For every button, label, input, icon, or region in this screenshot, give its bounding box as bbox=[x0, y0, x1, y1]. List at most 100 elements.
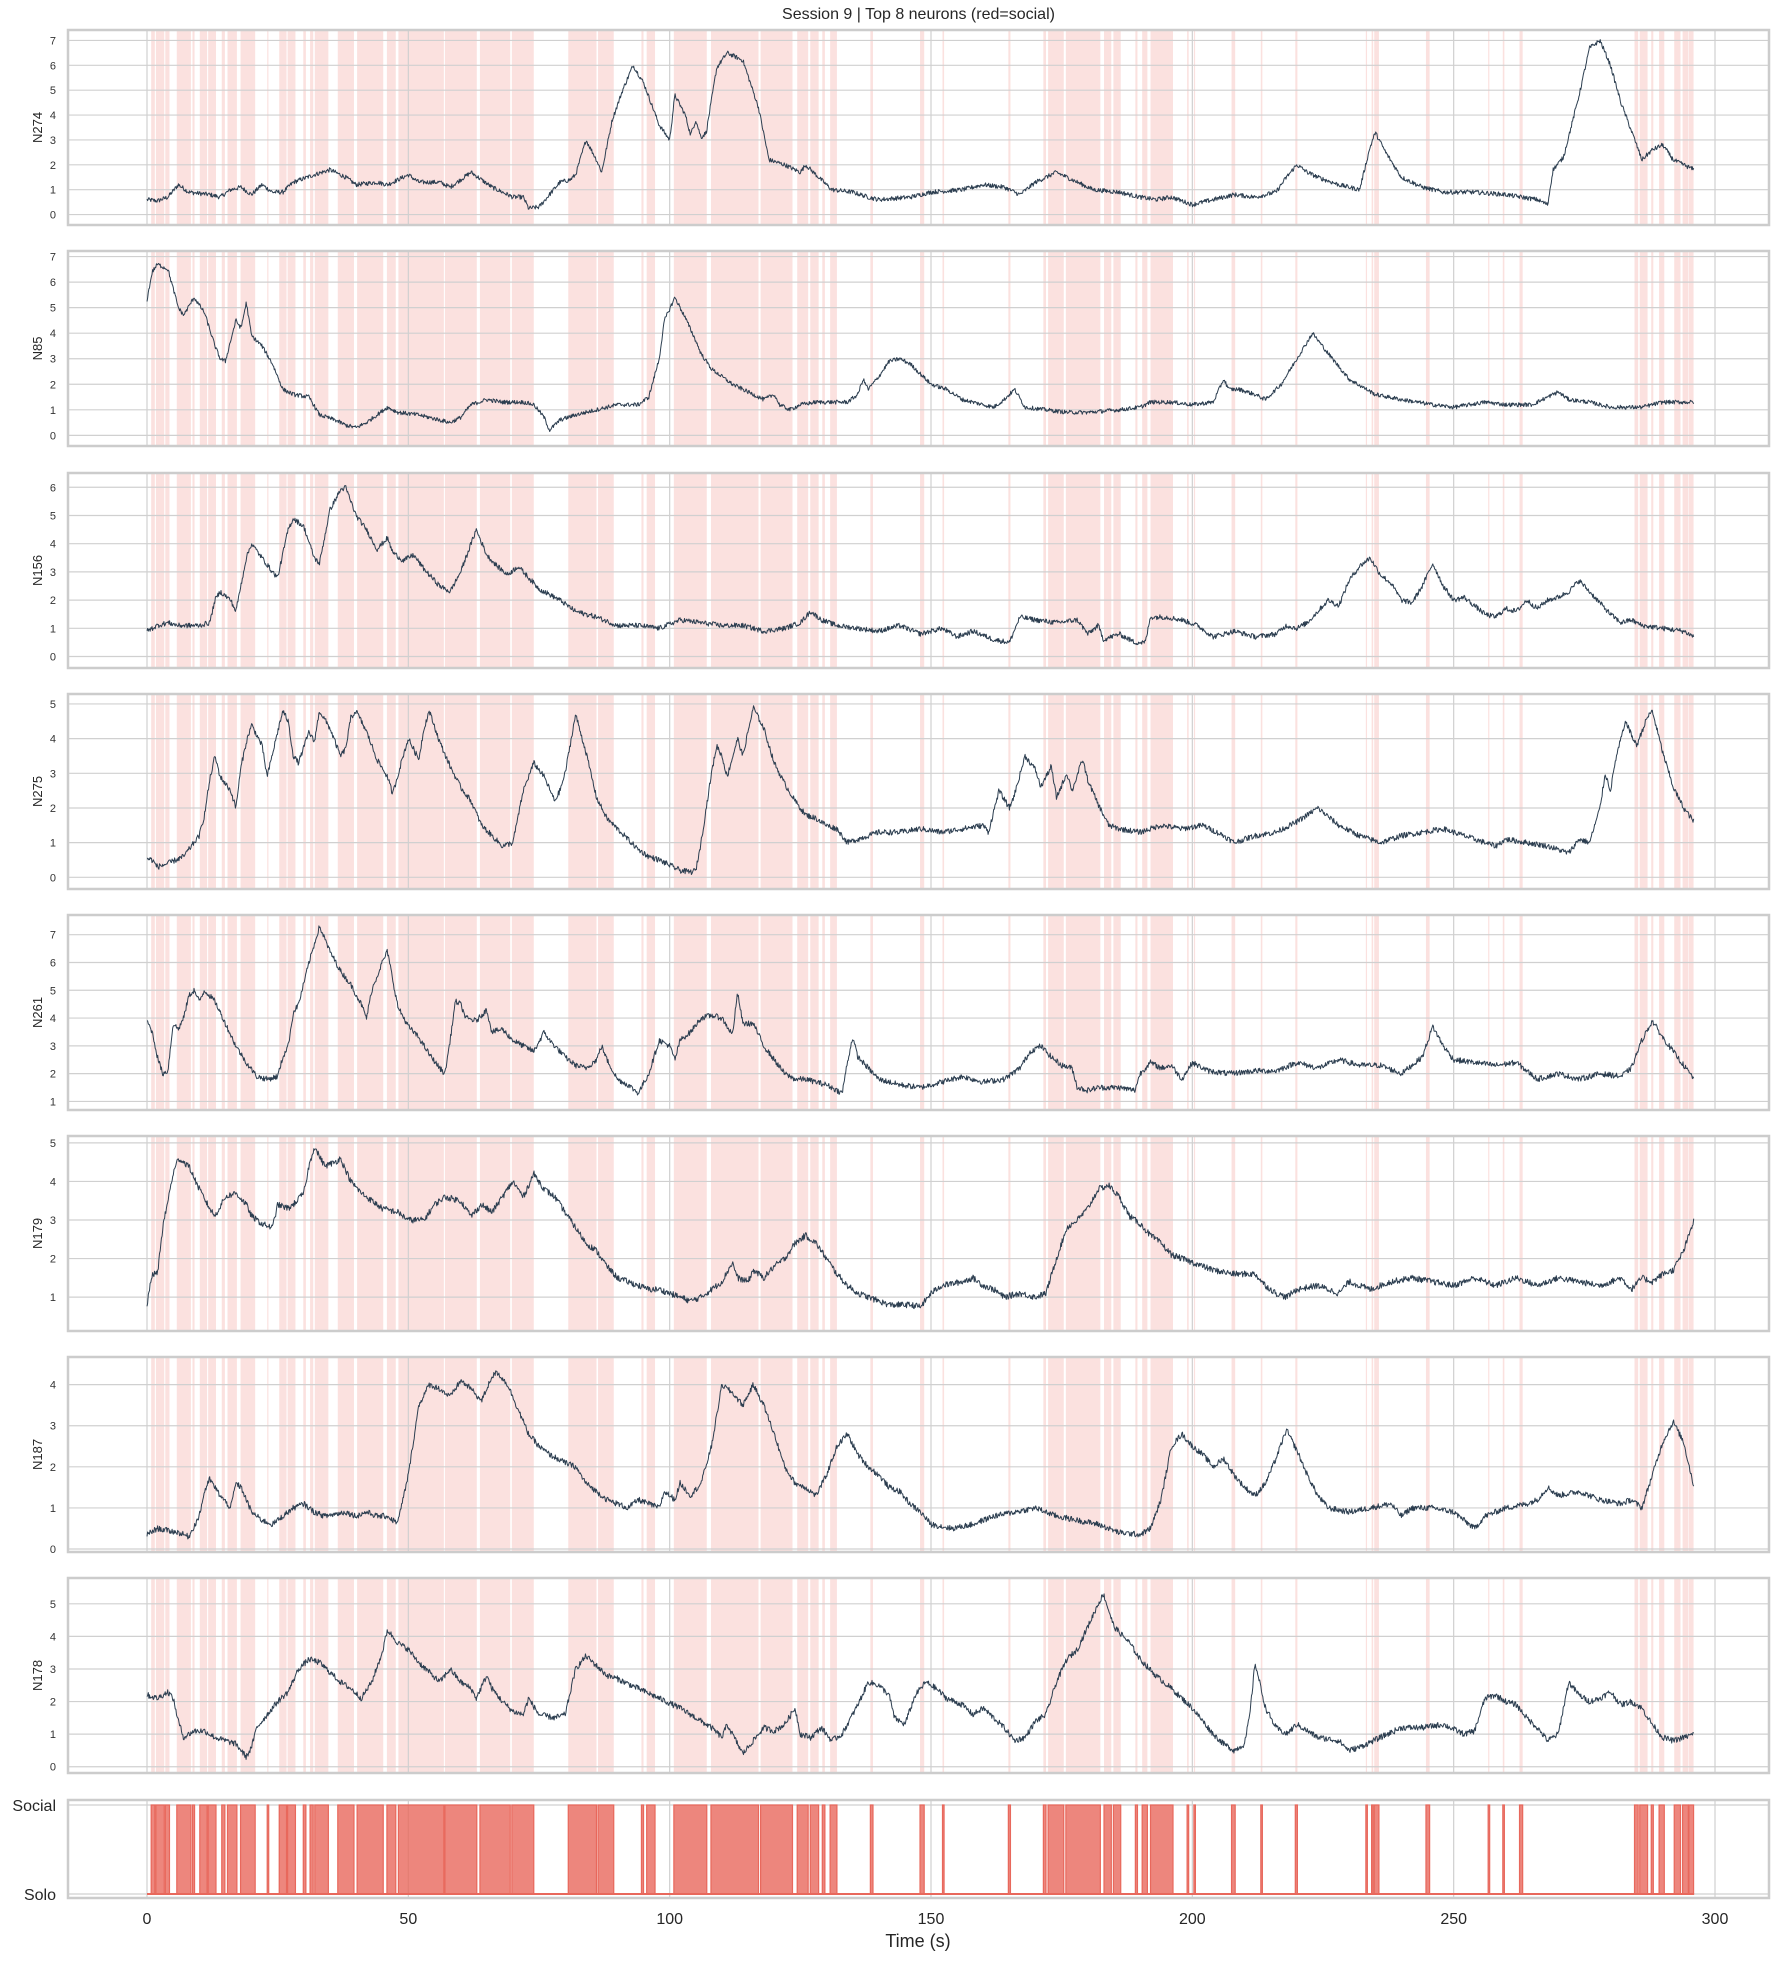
social-period bbox=[1425, 1357, 1430, 1552]
social-period bbox=[1519, 1357, 1523, 1552]
social-period bbox=[1488, 694, 1490, 889]
social-period bbox=[810, 30, 819, 225]
social-period bbox=[1371, 1357, 1374, 1552]
social-period bbox=[176, 915, 191, 1110]
social-bar bbox=[1373, 1804, 1380, 1895]
social-period bbox=[1260, 694, 1263, 889]
social-period bbox=[267, 1357, 269, 1552]
social-period bbox=[1682, 1578, 1689, 1773]
social-bar bbox=[941, 1804, 945, 1895]
social-period bbox=[221, 251, 225, 446]
social-period bbox=[199, 1357, 208, 1552]
social-shading bbox=[151, 473, 1694, 668]
social-period bbox=[155, 694, 165, 889]
social-period bbox=[279, 473, 287, 668]
neuron-panel-n179: 1 2 3 4 5 N179 bbox=[30, 1134, 1771, 1333]
social-period bbox=[1135, 1578, 1138, 1773]
social-period bbox=[287, 1578, 296, 1773]
social-period bbox=[1065, 251, 1101, 446]
social-period bbox=[1231, 915, 1236, 1110]
social-period bbox=[1651, 251, 1654, 446]
x-tick-label: 300 bbox=[1702, 1911, 1729, 1928]
social-period bbox=[1142, 1578, 1148, 1773]
social-period bbox=[386, 1136, 396, 1331]
social-period bbox=[398, 694, 444, 889]
panel-frame bbox=[66, 471, 1771, 670]
social-period bbox=[1651, 915, 1654, 1110]
social-period bbox=[598, 30, 614, 225]
social-period bbox=[165, 473, 170, 668]
social-period bbox=[1674, 915, 1681, 1110]
social-period bbox=[598, 915, 614, 1110]
social-bar bbox=[796, 1804, 809, 1895]
social-period bbox=[822, 251, 825, 446]
social-period bbox=[199, 1136, 208, 1331]
social-period bbox=[568, 251, 597, 446]
social-period bbox=[822, 1357, 825, 1552]
social-period bbox=[1043, 30, 1046, 225]
social-period bbox=[303, 251, 306, 446]
social-period bbox=[479, 30, 511, 225]
y-tick-label: 4 bbox=[50, 734, 56, 746]
social-period bbox=[1048, 1357, 1064, 1552]
social-bar bbox=[1365, 1804, 1368, 1895]
social-period bbox=[165, 1357, 170, 1552]
neuron-panel-n274: 0 1 2 3 4 5 6 7 N274 bbox=[30, 28, 1771, 227]
social-period bbox=[310, 1136, 314, 1331]
social-period bbox=[1634, 473, 1639, 668]
social-period bbox=[942, 915, 945, 1110]
neuron-panel-n261: 1 2 3 4 5 6 7 N261 bbox=[30, 913, 1771, 1112]
social-period bbox=[810, 473, 819, 668]
social-period bbox=[1231, 30, 1236, 225]
social-period bbox=[208, 473, 216, 668]
social-period bbox=[1260, 915, 1263, 1110]
social-period bbox=[1659, 694, 1665, 889]
social-period bbox=[279, 694, 287, 889]
social-period bbox=[822, 915, 825, 1110]
social-period bbox=[303, 915, 306, 1110]
social-period bbox=[1142, 1136, 1148, 1331]
social-period bbox=[303, 473, 306, 668]
social-bar bbox=[821, 1804, 826, 1895]
social-period bbox=[942, 694, 945, 889]
social-period bbox=[1674, 1578, 1681, 1773]
social-period bbox=[1008, 251, 1011, 446]
social-period bbox=[942, 251, 945, 446]
social-bar bbox=[266, 1804, 270, 1895]
social-period bbox=[1193, 251, 1196, 446]
neuron-panel-n85: 0 1 2 3 4 5 6 7 N85 bbox=[30, 249, 1771, 448]
panel-frame bbox=[66, 1355, 1771, 1554]
social-period bbox=[287, 1136, 296, 1331]
social-period bbox=[279, 30, 287, 225]
social-period bbox=[1519, 30, 1523, 225]
social-period bbox=[870, 473, 873, 668]
social-period bbox=[1187, 473, 1189, 668]
social-period bbox=[1142, 694, 1148, 889]
social-period bbox=[1639, 473, 1648, 668]
social-period bbox=[646, 251, 656, 446]
social-period bbox=[1365, 1136, 1368, 1331]
social-bar bbox=[1658, 1804, 1665, 1895]
social-period bbox=[221, 473, 225, 668]
neuron-panel-n178: 0 1 2 3 4 5 N178 bbox=[30, 1576, 1771, 1775]
y-tick-label: 1 bbox=[50, 838, 56, 850]
panel-background bbox=[68, 1357, 1769, 1552]
social-period bbox=[1502, 694, 1505, 889]
social-period bbox=[279, 915, 287, 1110]
social-period bbox=[303, 30, 306, 225]
social-period bbox=[357, 1357, 384, 1552]
social-period bbox=[287, 473, 296, 668]
trace-n187 bbox=[146, 1370, 1695, 1540]
social-period bbox=[1043, 694, 1046, 889]
social-period bbox=[1142, 251, 1148, 446]
social-period bbox=[310, 251, 314, 446]
social-period bbox=[1135, 915, 1138, 1110]
social-period bbox=[1104, 30, 1112, 225]
social-period bbox=[240, 694, 256, 889]
social-period bbox=[208, 1357, 216, 1552]
social-period bbox=[1104, 1578, 1112, 1773]
social-period bbox=[1104, 915, 1112, 1110]
social-bar bbox=[1230, 1804, 1236, 1895]
social-period bbox=[1634, 915, 1639, 1110]
social-period bbox=[1425, 694, 1430, 889]
